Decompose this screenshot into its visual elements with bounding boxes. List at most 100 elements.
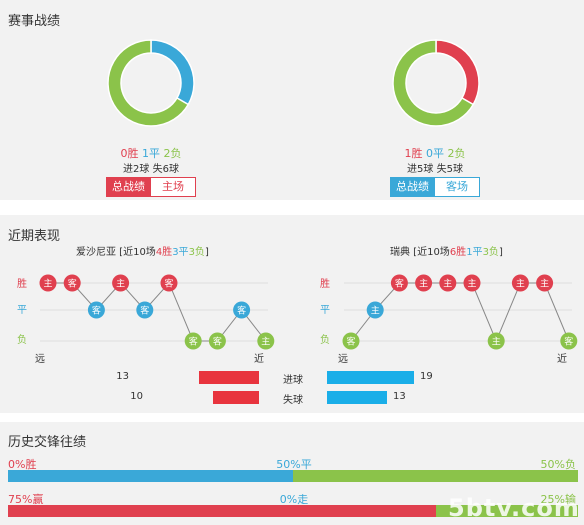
history-bar-2 <box>8 505 578 517</box>
away-form-match-2[interactable]: 主 <box>366 301 384 319</box>
away-form-match-10[interactable]: 客 <box>560 332 578 350</box>
history-bar-1-draw <box>8 470 293 482</box>
history-lose-label: 25%输 <box>540 493 576 506</box>
record-panel: 赛事战绩 0胜 1平 2负 进2球 失6球 总战绩 主场 1胜 0平 2负 进5… <box>0 0 584 200</box>
away-form-line <box>350 282 570 343</box>
stat-label: 失球 <box>283 395 303 406</box>
away-form-venue-label: 客 <box>346 336 355 348</box>
away-form-venue-label: 主 <box>443 278 452 290</box>
home-form-match-6[interactable]: 客 <box>160 274 178 292</box>
history-bar-1 <box>8 470 578 482</box>
away-win-count: 1胜 <box>404 147 423 160</box>
stat-home-value: 13 <box>116 371 129 382</box>
history-panel: 历史交锋往绩 0%胜 50%平 50%负 75%赢 0%走 25%输 5btv.… <box>0 422 584 525</box>
home-donut-slice-平 <box>150 39 195 106</box>
away-form-match-5[interactable]: 主 <box>439 274 457 292</box>
home-loss-count: 2负 <box>163 147 182 160</box>
home-donut-slice-负 <box>107 39 190 127</box>
away-tab-venue[interactable]: 客场 <box>434 177 480 197</box>
home-form-venue-label: 客 <box>92 305 101 317</box>
home-form-match-1[interactable]: 主 <box>39 274 57 292</box>
home-form-match-7[interactable]: 客 <box>184 332 202 350</box>
away-record-summary: 1胜 0平 2负 <box>380 145 490 161</box>
home-form-line <box>48 282 267 342</box>
home-label-win: 胜 <box>17 278 27 290</box>
away-form-match-dot <box>390 274 408 292</box>
away-donut-slice-胜 <box>435 39 480 106</box>
away-loss-count: 2负 <box>447 147 466 160</box>
away-form-match-3[interactable]: 客 <box>390 274 408 292</box>
home-form-match-8[interactable]: 客 <box>208 332 226 350</box>
away-label-draw: 平 <box>320 305 330 316</box>
home-draw-count: 1平 <box>142 147 160 160</box>
recent-panel: 近期表现 爱沙尼亚 [近10场4胜3平3负] 瑞典 [近10场6胜1平3负] 胜… <box>0 215 584 413</box>
watermark-logo: 5btv.com <box>448 494 580 522</box>
home-form-venue-label: 主 <box>261 336 270 348</box>
home-form-match-5[interactable]: 客 <box>136 301 154 319</box>
away-form-match-6[interactable]: 主 <box>463 274 481 292</box>
history-win-label: 0%胜 <box>8 458 37 471</box>
stat-home-value: 10 <box>130 391 143 402</box>
away-form-venue-label: 主 <box>371 305 380 317</box>
away-form-match-dot <box>439 274 457 292</box>
home-form-venue-label: 主 <box>43 278 52 290</box>
home-goals: 进2球 失6球 <box>123 164 179 175</box>
away-form-match-9[interactable]: 主 <box>536 274 554 292</box>
away-form-venue-label: 主 <box>492 336 501 348</box>
history-push-label: 0%走 <box>279 493 309 506</box>
home-label-draw: 平 <box>17 305 27 316</box>
home-form-match-dot <box>184 332 202 350</box>
away-form-match-4[interactable]: 主 <box>415 274 433 292</box>
history-bar-2-lose <box>435 505 578 517</box>
home-form-match-dot <box>63 274 81 292</box>
home-label-near: 近 <box>254 352 264 365</box>
home-form-match-10[interactable]: 主 <box>257 332 275 350</box>
away-form-venue-label: 主 <box>516 278 525 290</box>
away-draw-count: 0平 <box>426 147 444 160</box>
home-form-match-3[interactable]: 客 <box>87 301 105 319</box>
home-form-match-9[interactable]: 客 <box>233 301 251 319</box>
home-form-venue-label: 客 <box>189 336 198 348</box>
stat-home-bar <box>199 371 259 384</box>
history-title: 历史交锋往绩 <box>8 435 87 450</box>
away-form-venue-label: 客 <box>564 336 573 348</box>
home-form-venue-label: 客 <box>140 305 149 317</box>
home-label-loss: 负 <box>17 333 27 346</box>
home-record-donut <box>107 39 195 127</box>
stat-away-bar <box>327 391 387 404</box>
home-form-match-dot <box>233 301 251 319</box>
home-form-match-dot <box>208 332 226 350</box>
away-form-match-dot <box>560 332 578 350</box>
away-label-near: 近 <box>557 352 567 365</box>
away-form-venue-label: 主 <box>467 278 476 290</box>
home-form-match-dot <box>257 332 275 350</box>
history-bar-1-loss <box>293 470 578 482</box>
stat-away-value: 19 <box>420 371 433 382</box>
away-record-donut <box>392 39 480 127</box>
away-form-match-1[interactable]: 客 <box>342 332 360 350</box>
away-form-match-dot <box>463 274 481 292</box>
home-form-match-dot <box>136 301 154 319</box>
home-form-venue-label: 主 <box>116 278 125 290</box>
away-form-venue-label: 客 <box>395 278 404 290</box>
home-recent-header: 爱沙尼亚 [近10场4胜3平3负] <box>76 247 209 258</box>
history-draw-label: 50%平 <box>276 458 312 471</box>
history-loss-label: 50%负 <box>540 458 576 471</box>
history-bar-2-cover <box>8 505 436 517</box>
home-tab-venue[interactable]: 主场 <box>150 177 196 197</box>
home-tab-total[interactable]: 总战绩 <box>106 177 151 197</box>
home-win-count: 0胜 <box>120 147 139 160</box>
away-form-match-dot <box>366 301 384 319</box>
away-form-match-7[interactable]: 主 <box>487 332 505 350</box>
away-form-match-dot <box>415 274 433 292</box>
away-label-win: 胜 <box>320 278 330 290</box>
away-tab-total[interactable]: 总战绩 <box>390 177 435 197</box>
away-goals: 进5球 失5球 <box>407 164 463 175</box>
home-form-match-4[interactable]: 主 <box>112 274 130 292</box>
away-form-match-8[interactable]: 主 <box>511 274 529 292</box>
home-label-far: 远 <box>35 353 45 365</box>
home-form-match-dot <box>112 274 130 292</box>
home-team-name: 爱沙尼亚 <box>76 247 116 258</box>
home-form-match-2[interactable]: 客 <box>63 274 81 292</box>
away-form-match-dot <box>342 332 360 350</box>
